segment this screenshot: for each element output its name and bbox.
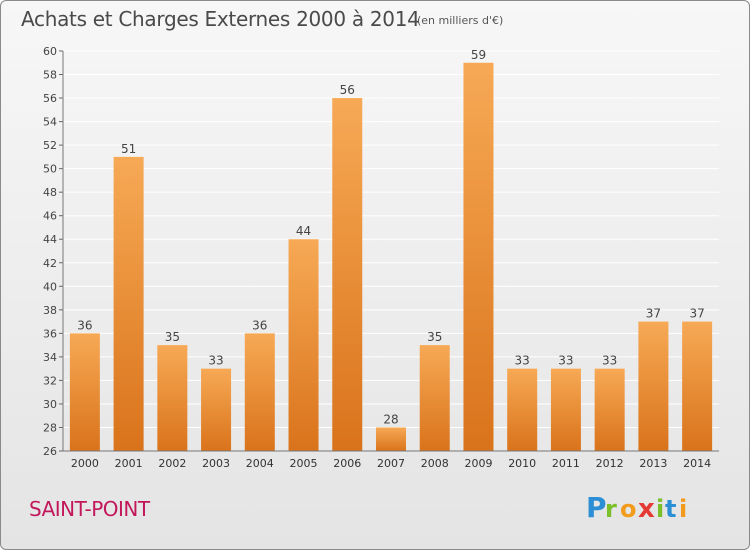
x-tick-label: 2003 (202, 457, 230, 470)
proxiti-logo: P r o x i t i (586, 491, 687, 524)
y-tick-label: 56 (43, 92, 57, 105)
bar-value-label: 59 (471, 48, 486, 62)
x-tick-label: 2010 (508, 457, 536, 470)
chart-subtitle: (en milliers d'€) (417, 14, 504, 27)
bar-value-label: 35 (427, 330, 442, 344)
bar-2002 (157, 345, 188, 451)
bar-2013 (638, 321, 669, 451)
bar-2004 (244, 333, 275, 451)
bar-value-label: 56 (340, 83, 355, 97)
x-axis: 2000 2001 2002 2003 2004 2005 2006 2007 2008 2009… (63, 450, 719, 470)
y-tick-label: 36 (43, 327, 57, 340)
bar-2007 (376, 427, 406, 451)
bar-value-label: 36 (77, 318, 92, 332)
x-tick-label: 2013 (639, 457, 667, 470)
x-tick-label: 2007 (377, 457, 405, 470)
y-tick-label: 40 (43, 280, 57, 293)
bar-value-label: 37 (646, 307, 661, 321)
svg-text:x: x (638, 494, 655, 524)
y-tick-label: 54 (43, 116, 57, 129)
bar-2008 (419, 345, 450, 451)
bar-value-label: 28 (383, 412, 398, 426)
x-tick-label: 2005 (290, 457, 318, 470)
bar-value-label: 44 (296, 224, 311, 238)
bar-value-label: 33 (558, 354, 573, 368)
svg-text:t: t (665, 495, 676, 523)
bar-value-label: 36 (252, 318, 267, 332)
bar-value-label: 51 (121, 142, 136, 156)
x-tick-label: 2014 (683, 457, 711, 470)
y-tick-label: 48 (43, 186, 57, 199)
place-name: SAINT-POINT (29, 497, 150, 521)
x-tick-label: 2004 (246, 457, 274, 470)
svg-text:o: o (620, 495, 637, 523)
bar-2003 (201, 368, 232, 451)
bar-value-label: 33 (208, 354, 223, 368)
bar-value-label: 37 (689, 307, 704, 321)
bar-2011 (550, 368, 581, 451)
x-tick-label: 2008 (421, 457, 449, 470)
x-tick-label: 2002 (158, 457, 186, 470)
y-tick-label: 28 (43, 421, 57, 434)
y-tick-label: 50 (43, 163, 57, 176)
bar-value-label: 33 (515, 354, 530, 368)
chart-title: Achats et Charges Externes 2000 à 2014 (21, 7, 420, 31)
y-tick-label: 60 (43, 45, 57, 58)
bar-2010 (507, 368, 538, 451)
y-tick-label: 38 (43, 304, 57, 317)
svg-text:P: P (586, 491, 607, 524)
bar-2000 (69, 333, 100, 451)
y-tick-label: 32 (43, 374, 57, 387)
x-tick-label: 2001 (115, 457, 143, 470)
y-tick-label: 42 (43, 257, 57, 270)
y-tick-label: 52 (43, 139, 57, 152)
y-tick-label: 34 (43, 351, 57, 364)
y-axis: 26 28 30 32 34 36 38 40 42 44 46 48 50 52 54 56 58 60 (43, 45, 64, 458)
svg-text:r: r (605, 495, 617, 523)
bar-2014 (682, 321, 713, 451)
y-tick-label: 44 (43, 233, 57, 246)
bar-value-label: 33 (602, 354, 617, 368)
svg-text:i: i (656, 495, 664, 523)
bar-value-label: 35 (165, 330, 180, 344)
bar-2012 (594, 368, 625, 451)
x-tick-label: 2012 (596, 457, 624, 470)
x-tick-label: 2009 (464, 457, 492, 470)
y-tick-label: 30 (43, 398, 57, 411)
x-tick-label: 2011 (552, 457, 580, 470)
bar-2009 (463, 62, 494, 451)
y-tick-label: 26 (43, 445, 57, 458)
bar-2001 (113, 156, 144, 451)
bar-2006 (332, 98, 363, 451)
bars: 36 51 35 33 36 44 56 28 35 59 33 33 33 37 37 (69, 48, 713, 451)
svg-text:i: i (679, 495, 687, 523)
x-tick-label: 2000 (71, 457, 99, 470)
bar-2005 (288, 239, 319, 451)
x-tick-label: 2006 (333, 457, 361, 470)
y-tick-label: 58 (43, 69, 57, 82)
y-tick-label: 46 (43, 210, 57, 223)
